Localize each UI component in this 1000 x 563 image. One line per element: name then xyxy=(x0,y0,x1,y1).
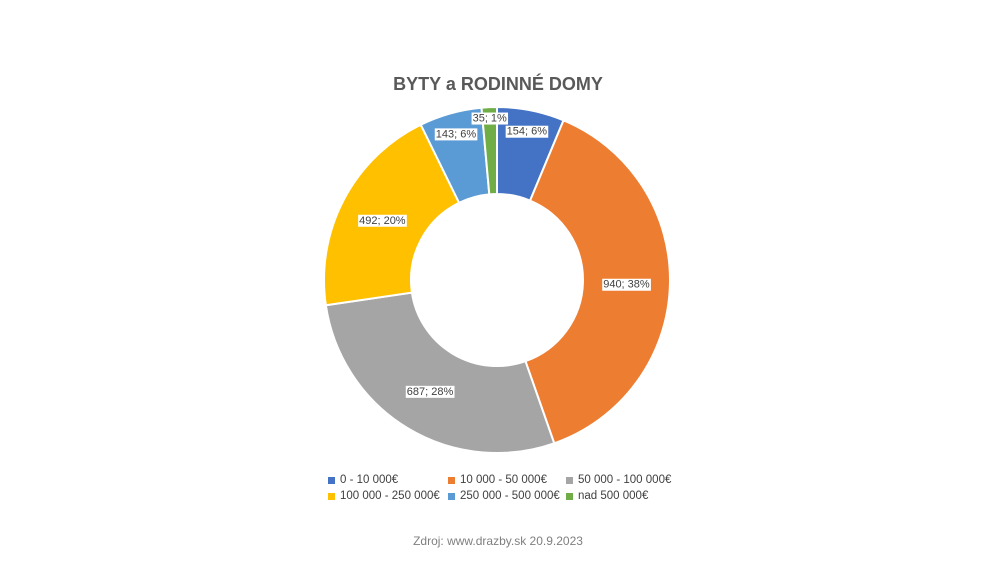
legend-swatch xyxy=(566,492,573,500)
legend-label: 100 000 - 250 000€ xyxy=(340,490,440,502)
donut-slice-6 xyxy=(480,105,498,196)
data-label-bg-3 xyxy=(405,385,455,398)
legend-label: nad 500 000€ xyxy=(578,490,649,502)
legend-label: 50 000 - 100 000€ xyxy=(578,474,672,486)
data-label-3: 687; 28% xyxy=(407,386,454,398)
legend-swatch xyxy=(328,476,335,484)
data-label-bg-1 xyxy=(505,125,549,138)
data-label-1: 154; 6% xyxy=(507,126,548,138)
data-label-bg-4 xyxy=(358,214,407,227)
data-label-bg-2 xyxy=(602,278,651,291)
donut-slice-2 xyxy=(524,118,671,445)
data-label-5: 143; 6% xyxy=(436,128,477,140)
data-label-4: 492; 20% xyxy=(359,215,406,227)
legend-swatch xyxy=(328,492,335,500)
legend-item-2: 10 000 - 50 000€ xyxy=(448,474,566,486)
data-label-bg-6 xyxy=(471,112,509,125)
chart-title: BYTY a RODINNÉ DOMY xyxy=(393,74,603,94)
donut-slice-3 xyxy=(324,291,556,454)
legend-item-1: 0 - 10 000€ xyxy=(328,474,448,486)
legend-item-5: 250 000 - 500 000€ xyxy=(448,490,566,502)
legend-swatch xyxy=(566,476,573,484)
legend-item-4: 100 000 - 250 000€ xyxy=(328,490,448,502)
legend-swatch xyxy=(448,476,455,484)
chart-legend: 0 - 10 000€ 10 000 - 50 000€ 50 000 - 100 … xyxy=(328,474,686,502)
source-note: Zdroj: www.drazby.sk 20.9.2023 xyxy=(413,534,583,548)
data-label-6: 35; 1% xyxy=(473,113,507,125)
legend-label: 250 000 - 500 000€ xyxy=(460,490,560,502)
data-label-2: 940; 38% xyxy=(603,279,650,291)
legend-item-3: 50 000 - 100 000€ xyxy=(566,474,686,486)
legend-label: 0 - 10 000€ xyxy=(340,474,399,486)
legend-swatch xyxy=(448,492,455,500)
legend-label: 10 000 - 50 000€ xyxy=(460,474,547,486)
legend-item-6: nad 500 000€ xyxy=(566,490,686,502)
data-label-bg-5 xyxy=(434,128,478,141)
